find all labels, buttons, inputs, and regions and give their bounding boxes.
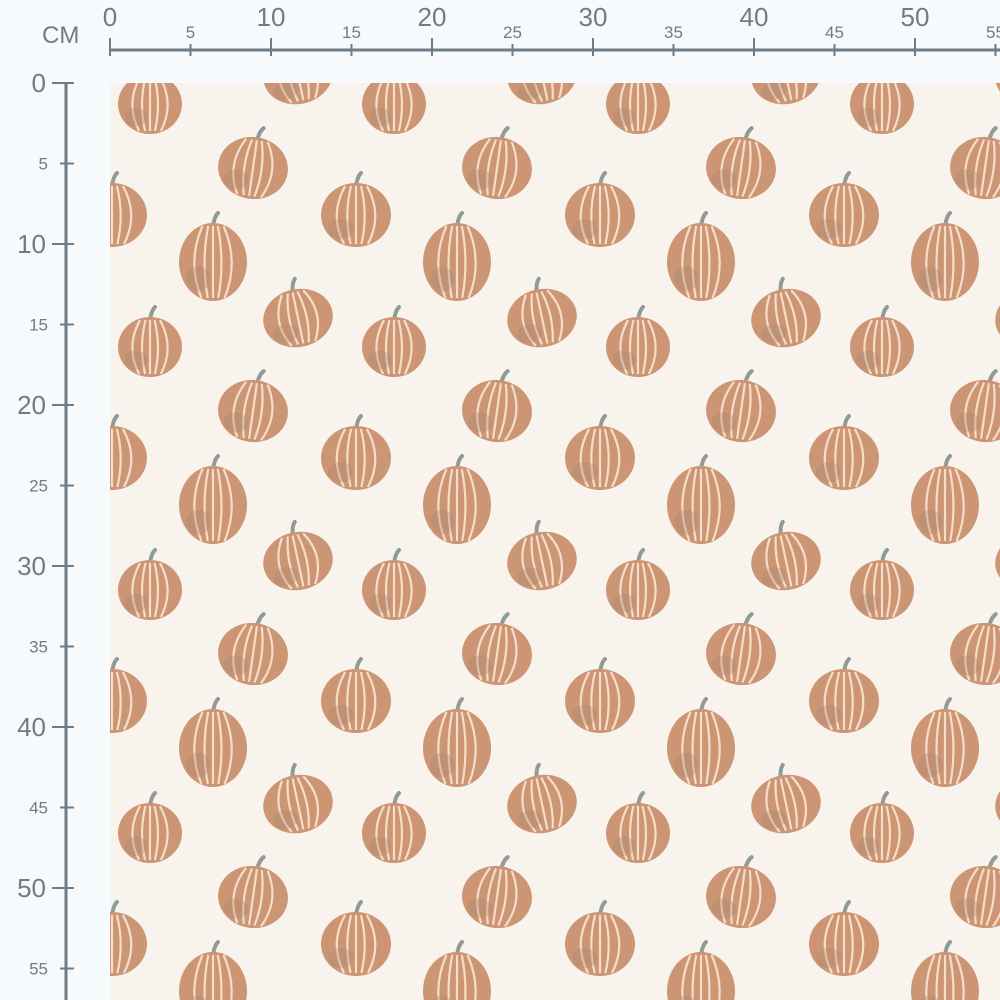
fabric-swatch xyxy=(110,83,1000,1000)
left-tick-label: 20 xyxy=(17,390,46,420)
top-tick-label: 15 xyxy=(342,23,361,42)
top-tick-label: 55 xyxy=(986,23,1000,42)
left-tick-label: 55 xyxy=(29,960,48,979)
top-tick-label: 35 xyxy=(664,23,683,42)
top-tick-label: 50 xyxy=(901,2,930,32)
left-tick-label: 40 xyxy=(17,712,46,742)
top-tick-label: 0 xyxy=(103,2,117,32)
left-tick-label: 5 xyxy=(39,155,48,174)
left-tick-label: 35 xyxy=(29,638,48,657)
top-tick-label: 25 xyxy=(503,23,522,42)
top-tick-label: 5 xyxy=(186,23,195,42)
left-tick-label: 10 xyxy=(17,229,46,259)
left-tick-label: 0 xyxy=(32,68,46,98)
left-tick-label: 45 xyxy=(29,799,48,818)
unit-label: CM xyxy=(42,22,80,49)
left-tick-label: 50 xyxy=(17,873,46,903)
fabric-print xyxy=(110,83,1000,1000)
top-tick-label: 20 xyxy=(418,2,447,32)
left-tick-label: 15 xyxy=(29,316,48,335)
top-tick-label: 10 xyxy=(257,2,286,32)
top-tick-label: 45 xyxy=(825,23,844,42)
left-tick-label: 25 xyxy=(29,477,48,496)
left-tick-label: 30 xyxy=(17,551,46,581)
top-tick-label: 40 xyxy=(740,2,769,32)
top-tick-label: 30 xyxy=(579,2,608,32)
